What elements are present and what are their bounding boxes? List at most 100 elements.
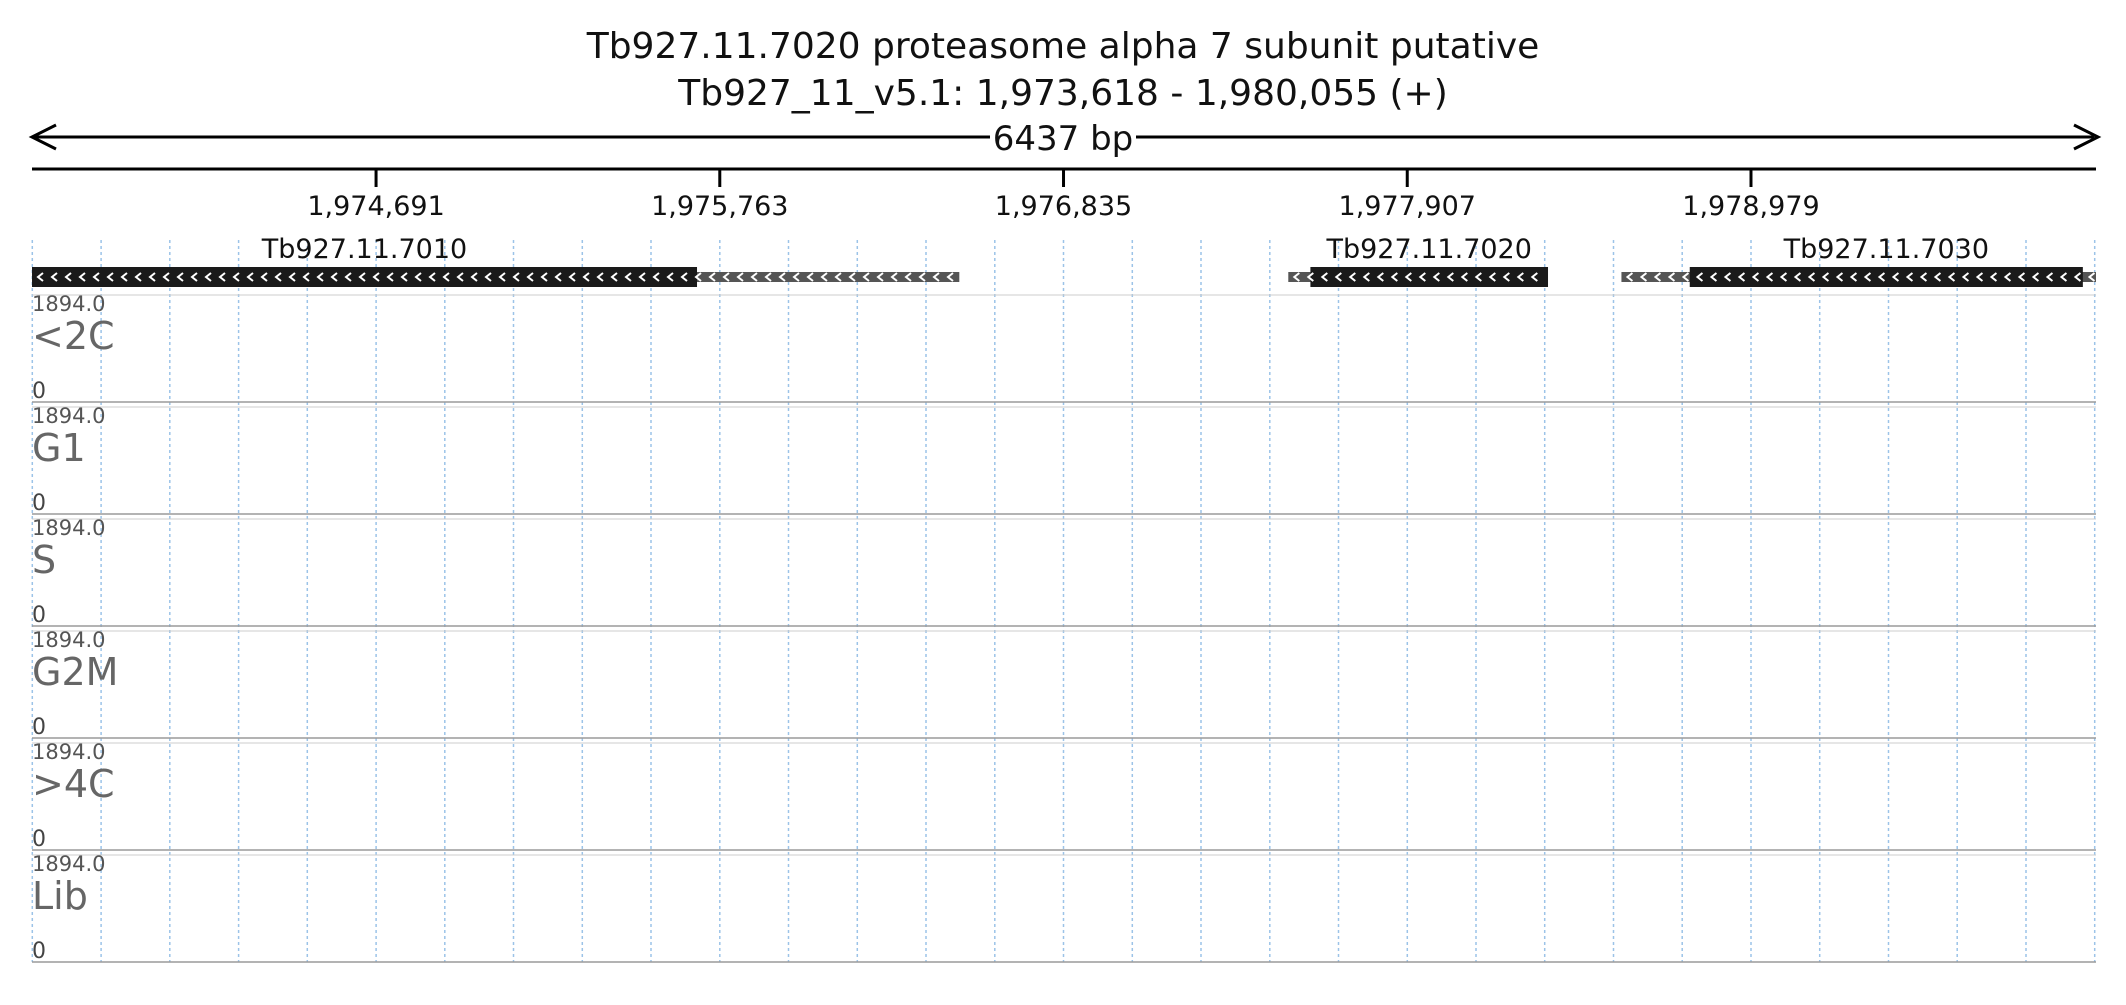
strand-arrow: [1849, 272, 1858, 282]
strand-arrow: [904, 272, 912, 282]
axis-ticks: 1,974,691 1,975,763 1,976,835 1,977,907 1,97…: [307, 169, 1820, 222]
strand-arrow: [666, 272, 674, 282]
strand-arrow: [806, 272, 814, 282]
span-label-bg: [990, 118, 1136, 156]
strand-arrow: [1961, 272, 1970, 282]
track-ymax-label: 1894.0: [32, 516, 105, 540]
strand-arrow: [1460, 272, 1468, 282]
track-name: G1: [32, 426, 86, 470]
strand-arrow: [120, 272, 128, 282]
strand-arrow: [708, 272, 716, 282]
strand-arrow: [218, 272, 226, 282]
strand-arrow: [848, 272, 856, 282]
chart-title: Tb927.11.7020 proteasome alpha 7 subunit…: [586, 26, 1540, 67]
strand-arrow: [2031, 272, 2040, 282]
track-ymin-label: 0: [32, 827, 46, 852]
strand-arrow: [134, 272, 142, 282]
gene-label: Tb927.11.7020: [1326, 234, 1532, 265]
strand-arrow: [932, 272, 940, 282]
strand-arrow: [1793, 272, 1802, 282]
track-ymax-label: 1894.0: [32, 852, 105, 876]
strand-arrow: [1474, 272, 1482, 282]
strand-arrow: [890, 272, 898, 282]
strand-arrow: [1709, 272, 1718, 282]
span-label: 6437 bp: [993, 119, 1134, 159]
strand-arrow: [1320, 272, 1328, 282]
strand-arrow: [596, 272, 604, 282]
strand-arrow: [1404, 272, 1412, 282]
strand-arrow: [2087, 272, 2096, 282]
strand-arrow: [722, 272, 730, 282]
strand-arrow: [358, 272, 366, 282]
strand-arrow: [526, 272, 534, 282]
strand-arrow: [1667, 272, 1676, 282]
strand-arrow: [386, 272, 394, 282]
strand-arrow: [694, 272, 702, 282]
tick-label: 1,976,835: [995, 191, 1132, 222]
coverage-track: 1894.0 0 Lib: [32, 852, 2096, 964]
strand-arrow: [302, 272, 310, 282]
strand-arrow: [372, 272, 380, 282]
strand-arrow: [2059, 272, 2068, 282]
strand-arrow: [638, 272, 646, 282]
coverage-tracks: 1894.00<2C1894.00G11894.00S1894.00G2M189…: [32, 292, 2096, 964]
strand-arrow: [876, 272, 884, 282]
gene-cds: [1310, 267, 1549, 287]
track-name: G2M: [32, 650, 118, 694]
track-name: >4C: [32, 762, 115, 806]
chart-subtitle: Tb927_11_v5.1: 1,973,618 - 1,980,055 (+): [677, 73, 1448, 114]
strand-arrow: [190, 272, 198, 282]
strand-arrow: [1681, 272, 1690, 282]
strand-arrow: [946, 272, 954, 282]
gene-label: Tb927.11.7010: [261, 234, 467, 265]
strand-arrow: [1639, 272, 1648, 282]
strand-arrow: [1334, 272, 1342, 282]
strand-arrow: [1877, 272, 1886, 282]
strand-arrow: [484, 272, 492, 282]
strand-arrow: [764, 272, 772, 282]
track-ymin-label: 0: [32, 939, 46, 964]
strand-arrow: [232, 272, 240, 282]
strand-arrow: [414, 272, 422, 282]
coverage-track: 1894.0 0 G2M: [32, 628, 2096, 740]
strand-arrow: [1695, 272, 1704, 282]
coverage-track: 1894.0 0 >4C: [32, 740, 2096, 852]
strand-arrow: [1390, 272, 1398, 282]
gene-cds: [32, 267, 698, 287]
track-ymin-label: 0: [32, 379, 46, 404]
strand-arrow: [540, 272, 548, 282]
strand-arrow: [834, 272, 842, 282]
gene-cds: [1689, 267, 2083, 287]
strand-arrow: [204, 272, 212, 282]
strand-arrow: [554, 272, 562, 282]
strand-arrow: [1723, 272, 1732, 282]
gene-model: Tb927.11.7010: [32, 234, 960, 287]
strand-arrow: [148, 272, 156, 282]
strand-arrow: [582, 272, 590, 282]
strand-arrow: [680, 272, 688, 282]
strand-arrow: [274, 272, 282, 282]
track-name: S: [32, 538, 56, 582]
track-ymin-label: 0: [32, 603, 46, 628]
gene-label: Tb927.11.7030: [1783, 234, 1989, 265]
strand-arrow: [918, 272, 926, 282]
strand-arrow: [1516, 272, 1524, 282]
gene-model: Tb927.11.7020: [1288, 234, 1549, 287]
strand-arrow: [778, 272, 786, 282]
tick-label: 1,977,907: [1339, 191, 1476, 222]
strand-arrow: [470, 272, 478, 282]
track-name: Lib: [32, 874, 88, 918]
track-name: <2C: [32, 314, 115, 358]
track-ymin-label: 0: [32, 715, 46, 740]
strand-arrow: [316, 272, 324, 282]
strand-arrow: [498, 272, 506, 282]
strand-arrow: [1292, 272, 1300, 282]
strand-arrow: [1891, 272, 1900, 282]
strand-arrow: [2003, 272, 2012, 282]
gene-model: Tb927.11.7030: [1621, 234, 2096, 287]
strand-arrow: [162, 272, 170, 282]
strand-arrow: [442, 272, 450, 282]
tick-label: 1,978,979: [1682, 191, 1819, 222]
gridlines: [31, 240, 2096, 962]
strand-arrow: [246, 272, 254, 282]
